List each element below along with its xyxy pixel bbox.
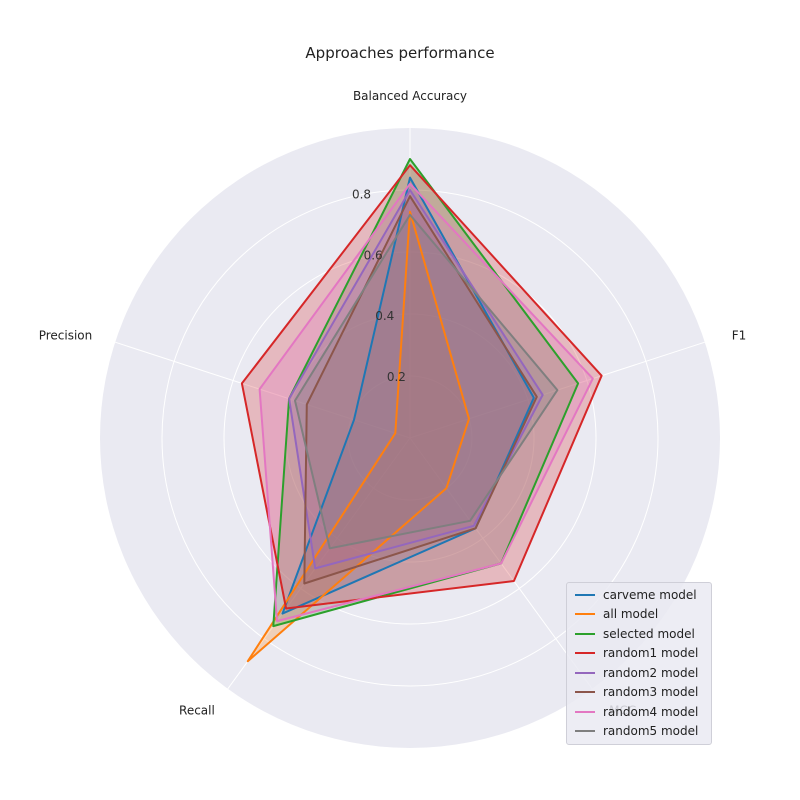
axis-label: Balanced Accuracy — [353, 89, 467, 103]
legend-item: random1 model — [567, 644, 711, 664]
series-line — [294, 213, 559, 550]
axis-spoke — [115, 341, 411, 439]
axis-label: Recall — [179, 704, 215, 718]
legend-label: random4 model — [603, 704, 699, 719]
legend-swatch — [575, 652, 595, 655]
legend-swatch — [575, 710, 595, 713]
legend-swatch — [575, 613, 595, 616]
series-line — [246, 210, 470, 663]
legend-swatch — [575, 593, 595, 596]
legend-item: random2 model — [567, 663, 711, 683]
legend: carveme model all model selected model rand… — [566, 582, 712, 745]
legend-label: random2 model — [603, 665, 699, 680]
series-line — [272, 158, 580, 628]
legend-item: random3 model — [567, 683, 711, 703]
legend-item: all model — [567, 605, 711, 625]
radial-tick-label: 0.6 — [364, 248, 383, 262]
legend-item: random5 model — [567, 722, 711, 742]
series-line — [240, 164, 603, 610]
series-line — [258, 182, 594, 623]
legend-label: random5 model — [603, 724, 699, 739]
radial-tick-label: 0.8 — [352, 187, 371, 201]
legend-item: carveme model — [567, 585, 711, 605]
series-fill — [295, 214, 558, 549]
legend-swatch — [575, 632, 595, 635]
axis-label: Precision — [39, 328, 93, 342]
series-line — [288, 189, 544, 570]
legend-swatch — [575, 691, 595, 694]
legend-item: random4 model — [567, 702, 711, 722]
series-line — [303, 195, 538, 585]
legend-label: selected model — [603, 626, 695, 641]
radial-tick-label: 0.4 — [375, 309, 394, 323]
chart-title: Approaches performance — [305, 44, 495, 62]
series-fill — [273, 159, 579, 627]
legend-label: random3 model — [603, 685, 699, 700]
series-fill — [241, 165, 602, 609]
radial-tick-label: 0.2 — [387, 370, 406, 384]
legend-swatch — [575, 730, 595, 733]
legend-swatch — [575, 671, 595, 674]
legend-label: all model — [603, 607, 659, 622]
axis-label: F1 — [732, 328, 747, 342]
legend-item: selected model — [567, 624, 711, 644]
series-fill — [289, 190, 543, 569]
legend-label: carveme model — [603, 587, 697, 602]
series-fill — [247, 211, 469, 662]
legend-label: random1 model — [603, 646, 699, 661]
